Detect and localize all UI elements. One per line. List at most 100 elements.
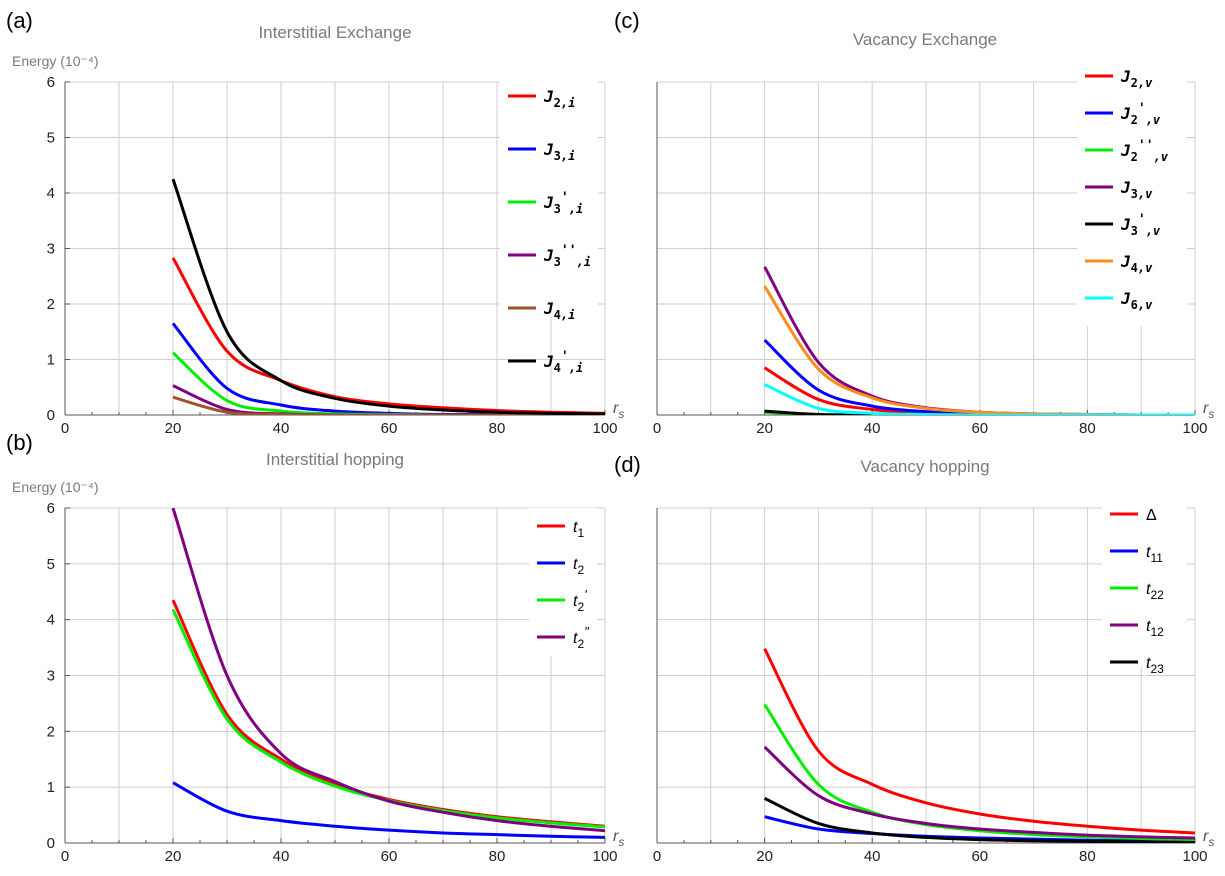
x-tick-label: 60 <box>971 848 988 865</box>
x-tick-label: 100 <box>1182 420 1207 437</box>
chart-title: Vacancy Exchange <box>853 30 997 49</box>
legend-label: J4,v <box>1120 252 1153 275</box>
chart-interstitial-hopping: Interstitial hopping 0 20 40 60 80 100 0 1 2 3 4 5 6 r… <box>47 450 625 865</box>
series-line <box>763 383 1195 415</box>
legend-label-base: J <box>543 87 554 106</box>
legend-label-sub-rest: ,i <box>569 361 583 375</box>
series-line <box>763 796 1195 843</box>
legend-label-sub: 22 <box>1150 588 1164 602</box>
series-line <box>763 703 1195 842</box>
x-tick-label: 80 <box>489 848 506 865</box>
x-tick-label: 20 <box>165 420 182 437</box>
y-tick-label: 4 <box>47 185 55 202</box>
x-axis-label-sub: s <box>618 835 624 849</box>
x-tick-label: 60 <box>381 848 398 865</box>
legend-label-prime: '' <box>1138 138 1154 153</box>
legend-label: J2,i <box>543 87 575 110</box>
legend-label-base: t <box>1146 544 1151 561</box>
y-tick-label: 1 <box>47 779 55 796</box>
legend-background <box>529 508 597 656</box>
legend-label: t2" <box>573 624 590 651</box>
series-line <box>171 178 605 415</box>
chart-title: Vacancy hopping <box>860 457 989 476</box>
x-tick-label: 40 <box>273 420 290 437</box>
legend-label-base: J <box>1120 215 1131 234</box>
legend-label-sub: 3 <box>1131 224 1138 238</box>
legend-background <box>1077 58 1187 326</box>
series-line <box>172 395 605 415</box>
x-tick-label: 0 <box>653 848 661 865</box>
legend-label-prime: '' <box>561 243 577 258</box>
y-tick-label: 3 <box>47 668 55 685</box>
legend-label: J3',i <box>543 190 583 216</box>
x-tick-label: 40 <box>864 420 881 437</box>
legend-label-prime: ' <box>1138 212 1146 227</box>
legend-label-prime: ' <box>1138 101 1146 116</box>
x-tick-label: 80 <box>1079 848 1096 865</box>
legend-label-sub: 2 <box>554 96 561 110</box>
y-tick-label: 5 <box>47 130 55 147</box>
legend-label-base: t <box>573 630 578 647</box>
y-tick-label: 5 <box>47 556 55 573</box>
x-axis-label: rs <box>1203 400 1214 421</box>
y-tick-label: 1 <box>47 352 55 369</box>
legend-label-sub: 3 <box>554 202 561 216</box>
legend-label-sub-rest: ,i <box>561 149 575 163</box>
legend-label: J2,v <box>1120 67 1153 90</box>
legend-label-prime: " <box>584 624 590 639</box>
legend-label-sub: 4 <box>1131 261 1138 275</box>
legend-label-sub-rest: ,v <box>1146 113 1161 127</box>
x-tick-label: 0 <box>61 420 69 437</box>
legend-label-base: J <box>543 140 554 159</box>
x-axis-label-sub: s <box>1208 407 1214 421</box>
legend-label: t1 <box>573 519 584 540</box>
x-tick-label: 60 <box>381 420 398 437</box>
legend-label-sub-rest: ,v <box>1138 187 1153 201</box>
legend-label-base: Δ <box>1146 507 1157 524</box>
legend-label-sub-rest: ,v <box>1154 150 1169 164</box>
chart-title: Interstitial hopping <box>266 450 404 469</box>
legend-label: t12 <box>1146 618 1164 639</box>
legend-label: J4,i <box>543 299 575 322</box>
legend-label-sub-rest: ,i <box>561 96 575 110</box>
x-tick-label: 40 <box>273 848 290 865</box>
legend-label-base: t <box>1146 655 1151 672</box>
legend-label-base: J <box>1120 67 1131 86</box>
legend-label-sub-rest: ,i <box>569 202 583 216</box>
y-tick-label: 2 <box>47 723 55 740</box>
legend-label-sub: 12 <box>1150 625 1164 639</box>
legend-label: J2'',v <box>1120 138 1169 164</box>
legend-label-base: t <box>1146 581 1151 598</box>
x-axis-label-sub: s <box>1208 835 1214 849</box>
legend-label-prime: ' <box>561 349 569 364</box>
legend-label-sub: 3 <box>1131 187 1138 201</box>
legend-label: J4',i <box>543 349 583 375</box>
y-tick-label: 2 <box>47 296 55 313</box>
chart-title: Interstitial Exchange <box>258 23 411 42</box>
x-axis-label-sub: s <box>618 407 624 421</box>
legend-label-sub: 3 <box>554 149 561 163</box>
x-tick-label: 20 <box>756 420 773 437</box>
panel-label-a: (a) <box>6 8 33 33</box>
x-tick-label: 100 <box>592 848 617 865</box>
legend-label: J3,i <box>543 140 575 163</box>
x-axis-label: rs <box>613 828 624 849</box>
panel-label-c: (c) <box>614 8 640 33</box>
legend-label-sub: 2 <box>577 563 584 577</box>
legend-label-sub: 2 <box>1131 113 1138 127</box>
x-tick-label: 100 <box>1182 848 1207 865</box>
legend-label-sub-rest: ,v <box>1138 298 1153 312</box>
legend-label: t2' <box>573 587 587 614</box>
legend-label-sub: 2 <box>1131 76 1138 90</box>
legend-label-sub: 3 <box>554 255 561 269</box>
legend-label-base: t <box>573 593 578 610</box>
legend-label: J2',v <box>1120 101 1161 127</box>
legend-background <box>1102 496 1187 666</box>
x-tick-label: 80 <box>1079 420 1096 437</box>
legend-label-sub-rest: ,v <box>1146 224 1161 238</box>
legend-label: t11 <box>1146 544 1163 565</box>
legend-label-base: J <box>543 246 554 265</box>
legend-label: J3,v <box>1120 178 1153 201</box>
